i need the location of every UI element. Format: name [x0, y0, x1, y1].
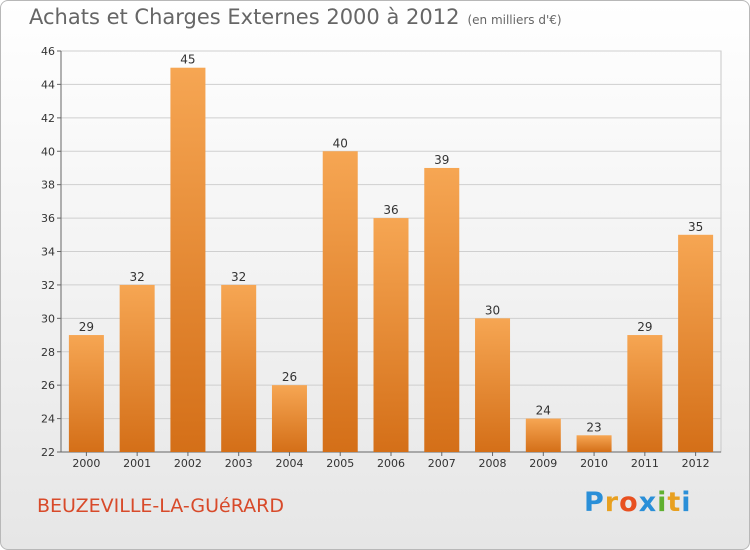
x-tick-label: 2000 [72, 457, 100, 470]
bar [271, 385, 307, 452]
bar-value-label: 32 [231, 270, 246, 284]
bars: 29 32 45 32 26 40 36 39 30 24 23 29 35 [68, 53, 714, 453]
town-name: BEUZEVILLE-LA-GUéRARD [37, 495, 284, 517]
x-tick-label: 2005 [326, 457, 354, 470]
bar-value-label: 29 [79, 320, 94, 334]
y-tick-label: 22 [41, 446, 55, 459]
x-tick-label: 2008 [479, 457, 507, 470]
x-tick-label: 2001 [123, 457, 151, 470]
proxiti-logo: Proxiti [584, 487, 692, 518]
bar-value-label: 24 [536, 404, 551, 418]
bar [678, 234, 714, 452]
bar [424, 167, 460, 453]
y-tick-label: 26 [41, 379, 55, 392]
bar-value-label: 29 [637, 320, 652, 334]
y-tick-label: 32 [41, 279, 55, 292]
chart-unit: (en milliers d'€) [467, 13, 562, 27]
y-tick-label: 28 [41, 346, 55, 359]
bar-value-label: 36 [383, 203, 398, 217]
bar [322, 151, 358, 452]
logo-letter: r [604, 487, 620, 518]
x-tick-label: 2004 [275, 457, 303, 470]
bar-value-label: 39 [434, 153, 449, 167]
bar [525, 418, 561, 452]
chart-title: Achats et Charges Externes 2000 à 2012 (e… [29, 5, 562, 29]
bar-value-label: 45 [180, 53, 195, 67]
y-tick-label: 46 [41, 45, 55, 58]
bar [373, 218, 409, 452]
bar [119, 284, 155, 452]
bar-value-label: 30 [485, 303, 500, 317]
logo-letter: t [667, 487, 682, 518]
x-tick-label: 2011 [631, 457, 659, 470]
bar-value-label: 23 [586, 420, 601, 434]
bar [576, 435, 612, 452]
bar [68, 335, 104, 452]
bar [170, 67, 206, 452]
x-tick-label: 2002 [174, 457, 202, 470]
y-tick-label: 24 [41, 413, 55, 426]
chart-title-text: Achats et Charges Externes 2000 à 2012 [29, 5, 460, 29]
axes: 22 24 26 28 30 32 34 36 38 40 42 44 46 2000 2001 2002 20… [41, 45, 721, 470]
x-tick-label: 2007 [428, 457, 456, 470]
x-tick-label: 2010 [580, 457, 608, 470]
y-tick-label: 42 [41, 112, 55, 125]
y-tick-label: 44 [41, 78, 55, 91]
x-tick-label: 2006 [377, 457, 405, 470]
x-tick-label: 2009 [529, 457, 557, 470]
bar [475, 318, 511, 452]
bar-value-label: 40 [333, 136, 348, 150]
bar-value-label: 35 [688, 220, 703, 234]
logo-letter: o [619, 487, 639, 518]
bar-value-label: 32 [130, 270, 145, 284]
y-tick-label: 38 [41, 179, 55, 192]
logo-letter: x [638, 487, 658, 518]
logo-letter: i [657, 487, 668, 518]
y-tick-label: 30 [41, 312, 55, 325]
logo-letter: i [681, 487, 692, 518]
bar [221, 284, 257, 452]
y-tick-label: 40 [41, 145, 55, 158]
bar [627, 335, 663, 452]
logo-letter: P [584, 487, 605, 518]
bar-value-label: 26 [282, 370, 297, 384]
y-tick-label: 34 [41, 246, 55, 259]
x-tick-label: 2012 [682, 457, 710, 470]
y-tick-label: 36 [41, 212, 55, 225]
x-tick-label: 2003 [225, 457, 253, 470]
